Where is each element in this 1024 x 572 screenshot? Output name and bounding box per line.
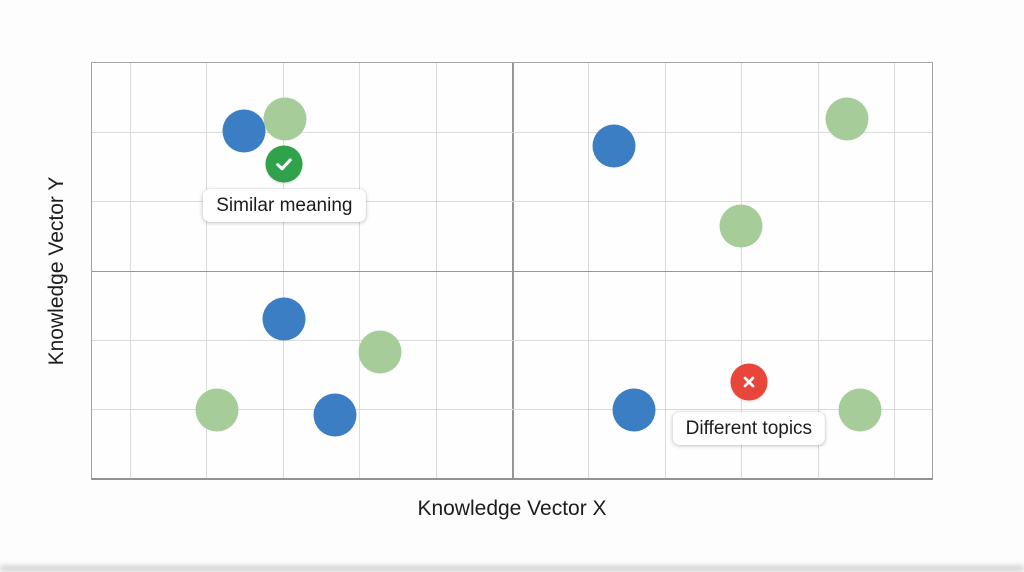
data-point-blue-vectors: [612, 388, 656, 432]
data-point-green-vectors: [195, 388, 239, 432]
y-axis-label: Knowledge Vector Y: [45, 176, 68, 366]
plot-area: Similar meaning Different topics: [91, 62, 933, 480]
gridline-horizontal: [92, 132, 932, 134]
x-axis-label: Knowledge Vector X: [417, 497, 607, 520]
gridline-horizontal: [92, 408, 932, 410]
quadrant-divider-horizontal: [92, 270, 932, 272]
data-point-green-vectors: [838, 388, 882, 432]
data-point-green-vectors: [719, 204, 763, 248]
data-point-blue-vectors: [222, 109, 266, 153]
annotation-label-similar: Similar meaning: [203, 188, 366, 222]
data-point-green-vectors: [263, 97, 307, 141]
data-point-blue-vectors: [313, 393, 357, 437]
cross-icon: [730, 363, 768, 401]
data-point-green-vectors: [825, 97, 869, 141]
check-icon: [265, 145, 303, 183]
data-point-blue-vectors: [262, 297, 306, 341]
annotation-label-different: Different topics: [672, 412, 826, 446]
gridline-horizontal: [92, 339, 932, 341]
bottom-edge-shadow: [0, 566, 1024, 571]
data-point-green-vectors: [358, 330, 402, 374]
gridline-horizontal: [92, 201, 932, 203]
data-point-blue-vectors: [592, 124, 636, 168]
